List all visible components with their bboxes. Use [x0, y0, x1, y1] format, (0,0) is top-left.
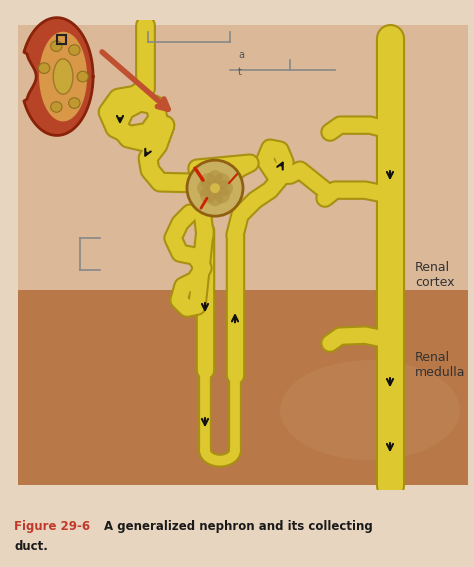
Text: t: t	[238, 67, 242, 77]
Circle shape	[200, 187, 216, 203]
Ellipse shape	[69, 45, 80, 56]
Ellipse shape	[51, 41, 62, 52]
Ellipse shape	[51, 101, 62, 112]
Circle shape	[207, 170, 223, 186]
Ellipse shape	[53, 59, 73, 94]
Circle shape	[197, 180, 213, 196]
Ellipse shape	[280, 360, 460, 460]
Text: duct.: duct.	[14, 540, 48, 553]
Circle shape	[214, 173, 230, 189]
Text: A generalized nephron and its collecting: A generalized nephron and its collecting	[104, 520, 373, 533]
Circle shape	[214, 187, 230, 203]
Circle shape	[187, 160, 243, 216]
Ellipse shape	[38, 63, 50, 74]
Text: Renal
cortex: Renal cortex	[415, 261, 455, 289]
Circle shape	[210, 183, 220, 193]
Polygon shape	[40, 32, 86, 121]
Text: a: a	[238, 50, 244, 60]
Text: Renal
medulla: Renal medulla	[415, 351, 465, 379]
Ellipse shape	[77, 71, 89, 82]
Bar	[57, 35, 66, 44]
Circle shape	[217, 180, 233, 196]
Circle shape	[207, 190, 223, 206]
Ellipse shape	[69, 98, 80, 108]
Bar	[18, 25, 468, 290]
Text: Figure 29-6: Figure 29-6	[14, 520, 91, 533]
Bar	[18, 290, 468, 485]
Polygon shape	[24, 18, 93, 136]
Circle shape	[200, 173, 216, 189]
